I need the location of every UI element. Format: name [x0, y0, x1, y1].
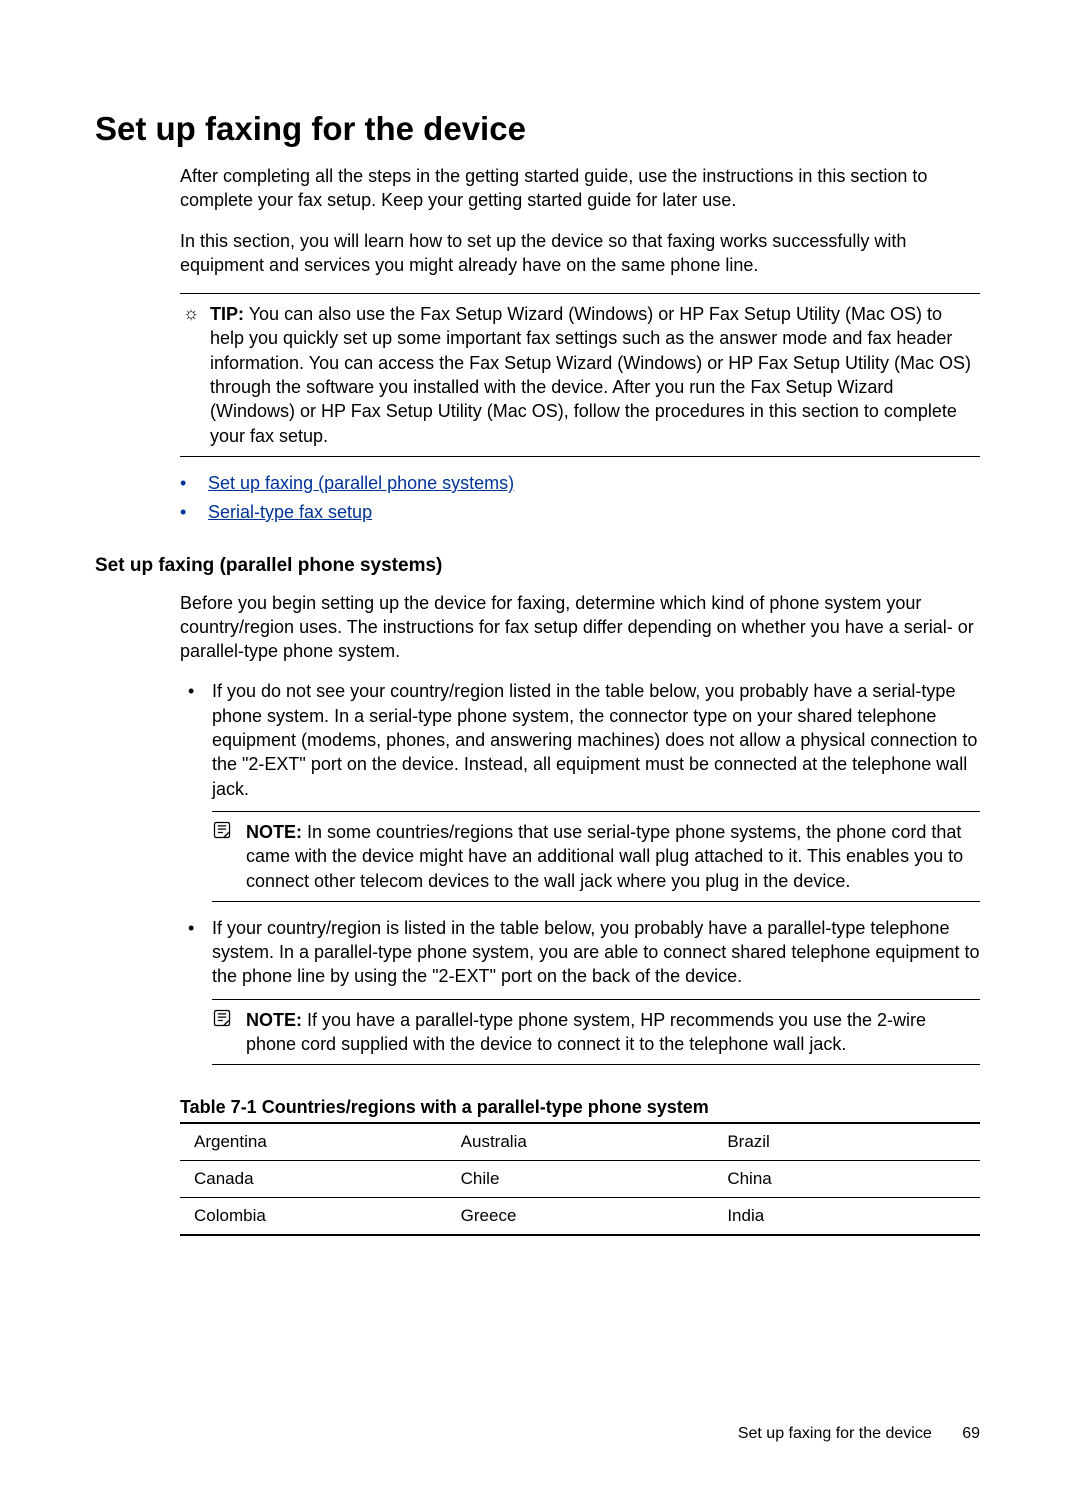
section-para: Before you begin setting up the device f… [180, 591, 980, 664]
note-label: NOTE: [246, 822, 302, 842]
table-caption: Table 7-1 Countries/regions with a paral… [180, 1097, 980, 1118]
page-footer: Set up faxing for the device 69 [738, 1425, 980, 1443]
link-item: • Set up faxing (parallel phone systems) [180, 469, 980, 498]
page-title: Set up faxing for the device [95, 110, 980, 148]
table-cell: China [713, 1161, 980, 1198]
table-cell: Australia [447, 1123, 714, 1161]
footer-text: Set up faxing for the device [738, 1425, 932, 1442]
bullet-icon: • [180, 916, 212, 989]
section-heading: Set up faxing (parallel phone systems) [95, 555, 980, 577]
tip-label: TIP: [210, 304, 244, 324]
bullet-text: If you do not see your country/region li… [212, 679, 980, 800]
note-text: NOTE: If you have a parallel-type phone … [246, 1008, 980, 1057]
table-cell: Brazil [713, 1123, 980, 1161]
table-cell: Chile [447, 1161, 714, 1198]
tip-body: You can also use the Fax Setup Wizard (W… [210, 304, 971, 445]
link-parallel-setup[interactable]: Set up faxing (parallel phone systems) [208, 469, 514, 498]
bullet-item: • If you do not see your country/region … [180, 679, 980, 800]
table-row: Canada Chile China [180, 1161, 980, 1198]
table-cell: Colombia [180, 1198, 447, 1236]
table-cell: India [713, 1198, 980, 1236]
bullet-item: • If your country/region is listed in th… [180, 916, 980, 989]
bullet-icon: • [180, 679, 212, 800]
page-number: 69 [962, 1425, 980, 1442]
table-row: Argentina Australia Brazil [180, 1123, 980, 1161]
table-cell: Greece [447, 1198, 714, 1236]
note-label: NOTE: [246, 1010, 302, 1030]
lightbulb-icon: ☼ [180, 302, 202, 448]
note-body: In some countries/regions that use seria… [246, 822, 963, 891]
table-cell: Argentina [180, 1123, 447, 1161]
note-icon [212, 1008, 238, 1057]
note-block: NOTE: In some countries/regions that use… [212, 811, 980, 902]
note-icon [212, 820, 238, 893]
intro-para-1: After completing all the steps in the ge… [180, 164, 980, 213]
link-serial-setup[interactable]: Serial-type fax setup [208, 498, 372, 527]
link-item: • Serial-type fax setup [180, 498, 980, 527]
bullet-icon: • [180, 469, 208, 498]
note-block: NOTE: If you have a parallel-type phone … [212, 999, 980, 1066]
note-body: If you have a parallel-type phone system… [246, 1010, 926, 1054]
table-cell: Canada [180, 1161, 447, 1198]
intro-para-2: In this section, you will learn how to s… [180, 229, 980, 278]
bullet-text: If your country/region is listed in the … [212, 916, 980, 989]
table-row: Colombia Greece India [180, 1198, 980, 1236]
countries-table: Argentina Australia Brazil Canada Chile … [180, 1122, 980, 1236]
tip-text: TIP: You can also use the Fax Setup Wiza… [210, 302, 980, 448]
note-text: NOTE: In some countries/regions that use… [246, 820, 980, 893]
tip-block: ☼ TIP: You can also use the Fax Setup Wi… [180, 293, 980, 457]
link-list: • Set up faxing (parallel phone systems)… [180, 469, 980, 527]
bullet-icon: • [180, 498, 208, 527]
